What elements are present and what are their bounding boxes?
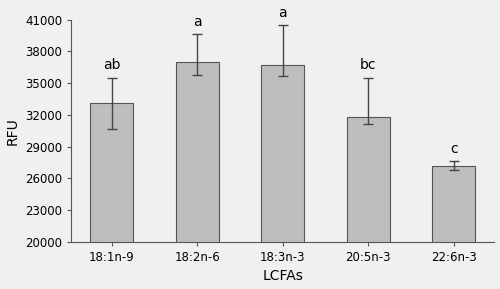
Text: a: a bbox=[278, 5, 287, 20]
Bar bbox=[432, 166, 475, 289]
Bar bbox=[176, 62, 218, 289]
Text: a: a bbox=[193, 15, 202, 29]
Bar bbox=[90, 103, 133, 289]
X-axis label: LCFAs: LCFAs bbox=[262, 269, 304, 284]
Y-axis label: RFU: RFU bbox=[6, 117, 20, 144]
Bar bbox=[347, 117, 390, 289]
Bar bbox=[262, 65, 304, 289]
Text: c: c bbox=[450, 142, 458, 156]
Text: bc: bc bbox=[360, 58, 376, 73]
Text: ab: ab bbox=[103, 58, 120, 73]
